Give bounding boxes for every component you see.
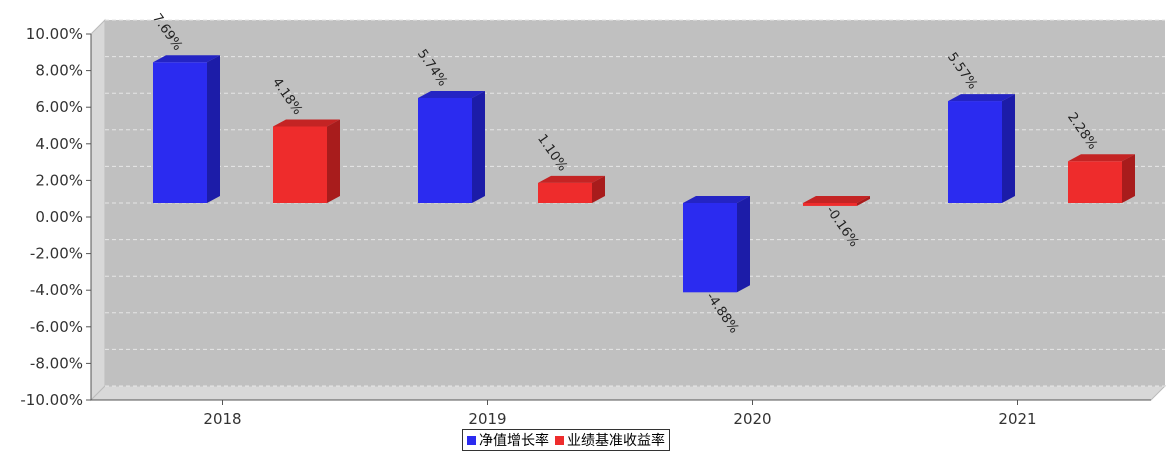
plot-area	[105, 20, 1165, 386]
bar-side	[857, 196, 870, 206]
legend-label: 净值增长率	[479, 433, 549, 449]
bar-side	[207, 55, 220, 204]
x-tick-label: 2021	[998, 410, 1036, 428]
y-tick-label: -6.00%	[30, 318, 83, 336]
bar-top	[683, 196, 750, 203]
legend-swatch	[467, 435, 476, 445]
y-tick-label: 4.00%	[35, 135, 83, 153]
y-tick-label: 0.00%	[35, 208, 83, 226]
bar-side	[472, 90, 485, 203]
bar-side	[1002, 94, 1015, 203]
legend: 净值增长率 业绩基准收益率	[462, 429, 670, 451]
bar	[803, 203, 857, 206]
bar-top	[538, 175, 605, 183]
bar	[538, 182, 592, 203]
bar-top	[273, 119, 340, 127]
plot-floor	[89, 385, 1167, 401]
y-tick-label: 8.00%	[35, 62, 83, 80]
bar	[273, 126, 327, 203]
y-tick-label: -2.00%	[30, 245, 83, 263]
bar	[683, 203, 737, 293]
y-tick-label: -8.00%	[30, 354, 83, 372]
bar-top	[948, 94, 1015, 102]
bar-top	[803, 196, 870, 203]
bar-side	[737, 196, 750, 293]
bar-top	[1068, 154, 1135, 162]
legend-item: 业绩基准收益率	[555, 430, 665, 450]
y-tick-label: -10.00%	[20, 391, 83, 409]
y-tick-label: 2.00%	[35, 171, 83, 189]
y-tick-label: 6.00%	[35, 98, 83, 116]
plot-side-wall	[90, 18, 106, 402]
bar	[1068, 161, 1122, 203]
y-tick-label: 10.00%	[26, 25, 83, 43]
bar-side	[327, 119, 340, 203]
bar-top	[153, 55, 220, 63]
x-tick-label: 2019	[468, 410, 506, 428]
x-tick-label: 2020	[733, 410, 771, 428]
bar	[153, 62, 207, 204]
bar	[948, 101, 1002, 203]
x-tick-label: 2018	[203, 410, 241, 428]
y-tick-label: -4.00%	[30, 281, 83, 299]
legend-label: 业绩基准收益率	[567, 433, 665, 449]
legend-swatch	[555, 435, 564, 445]
legend-item: 净值增长率	[467, 430, 549, 450]
bar-side	[1122, 154, 1135, 203]
bar-side	[592, 175, 605, 203]
bar	[418, 97, 472, 203]
bar-top	[418, 90, 485, 98]
